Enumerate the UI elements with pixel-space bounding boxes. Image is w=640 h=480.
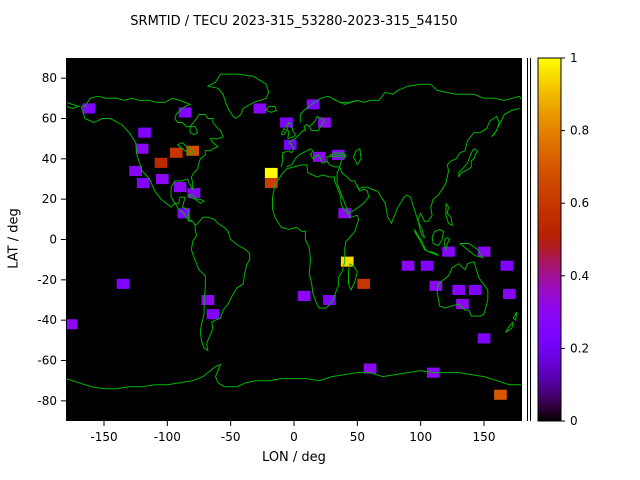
heatmap-cell: [264, 178, 278, 189]
coastline: [280, 115, 326, 168]
heatmap-cell: [135, 143, 149, 154]
coastline: [512, 311, 518, 322]
y-tick-label: 60: [42, 112, 57, 126]
x-tick-label: -150: [90, 430, 117, 444]
coastline: [66, 363, 522, 390]
coastline: [329, 152, 348, 158]
colorbar-tick-label: 0: [570, 414, 578, 428]
coastline: [272, 164, 360, 309]
coastline: [458, 148, 479, 178]
heatmap-cell: [66, 319, 78, 330]
heatmap-cell: [138, 127, 151, 138]
heatmap-cell: [264, 167, 278, 178]
heatmap-cell: [116, 278, 130, 289]
coastline: [445, 202, 453, 227]
heatmap-cell: [503, 288, 516, 299]
heatmap-cell: [500, 260, 514, 271]
y-tick-label: -40: [37, 313, 57, 327]
x-axis-label: LON / deg: [262, 450, 326, 465]
heatmap-cell: [129, 165, 142, 176]
coastline: [356, 107, 520, 239]
coastline: [177, 142, 195, 156]
plot-border: [66, 58, 522, 421]
y-tick-label: 20: [42, 192, 57, 206]
colorbar-tick-label: 0.6: [570, 196, 589, 210]
coastline: [299, 95, 358, 123]
colorbar-tick-label: 0.4: [570, 269, 589, 283]
heatmap-cell: [201, 295, 215, 306]
y-tick-label: 40: [42, 152, 57, 166]
heatmap-cell: [169, 147, 183, 158]
coastline: [444, 236, 451, 252]
heatmap-cell: [280, 117, 293, 128]
y-tick-label: 80: [42, 71, 57, 85]
coastline: [66, 101, 81, 109]
coastline: [436, 261, 489, 317]
colorbar-tick-label: 0.8: [570, 124, 589, 138]
coastline: [187, 194, 206, 204]
heatmap-cell: [186, 145, 199, 156]
heatmap-cell: [468, 284, 482, 295]
x-tick-label: 0: [290, 430, 298, 444]
heatmap-cell: [456, 299, 469, 310]
x-tick-label: -50: [221, 430, 241, 444]
heatmap-cell: [178, 107, 192, 118]
heatmap-cell: [363, 363, 377, 374]
heatmap-cell: [297, 290, 311, 301]
heatmap-cell: [136, 178, 150, 189]
heatmap-cell: [420, 260, 434, 271]
heatmap-cell: [442, 246, 455, 257]
colorbar: [537, 57, 562, 422]
heatmap-cell: [82, 103, 96, 114]
heatmap-cell: [338, 208, 351, 219]
x-tick-label: 100: [409, 430, 432, 444]
heatmap-cell: [357, 278, 370, 289]
plot-background: [66, 58, 522, 421]
heatmap-cell: [154, 157, 168, 168]
y-tick-label: 0: [49, 233, 57, 247]
x-tick-label: 150: [473, 430, 496, 444]
chart-title: SRMTID / TECU 2023-315_53280-2023-315_54…: [130, 14, 458, 29]
coastline: [459, 243, 484, 259]
coastline: [286, 148, 347, 168]
heatmap-cell: [494, 389, 507, 400]
heatmap-cell: [477, 246, 491, 257]
coastline: [431, 228, 445, 247]
y-tick-label: -80: [37, 394, 57, 408]
heatmap-cell: [318, 117, 331, 128]
y-tick-label: -20: [37, 273, 57, 287]
heatmap-cell: [187, 188, 201, 199]
heatmap-cell: [477, 333, 491, 344]
heatmap-cell: [340, 256, 354, 267]
x-tick-label: 50: [350, 430, 365, 444]
coastline: [285, 121, 296, 140]
coastline: [280, 127, 288, 136]
coastline: [352, 148, 362, 166]
coastline: [190, 216, 251, 352]
coastline: [80, 95, 224, 226]
heatmap-cell: [283, 139, 297, 150]
coastline: [331, 83, 522, 103]
heatmap-cell: [173, 182, 187, 193]
coastline: [265, 105, 277, 113]
coastline: [505, 320, 514, 333]
coastline: [336, 165, 370, 215]
coastline: [428, 251, 439, 257]
heatmap-cell: [253, 103, 267, 114]
heatmap-cell: [323, 295, 336, 306]
coastline: [206, 73, 270, 119]
y-tick-label: -60: [37, 354, 57, 368]
colorbar-tick-label: 1: [570, 51, 578, 65]
heatmap-cell: [452, 284, 465, 295]
coastline: [348, 263, 358, 292]
heatmap-cell: [429, 280, 443, 291]
x-tick-label: -100: [154, 430, 181, 444]
colorbar-tick-label: 0.2: [570, 341, 589, 355]
heatmap-cell: [206, 309, 220, 320]
heatmap-cell: [155, 174, 169, 185]
heatmap-cell: [306, 99, 320, 110]
heatmap-cell: [401, 260, 415, 271]
